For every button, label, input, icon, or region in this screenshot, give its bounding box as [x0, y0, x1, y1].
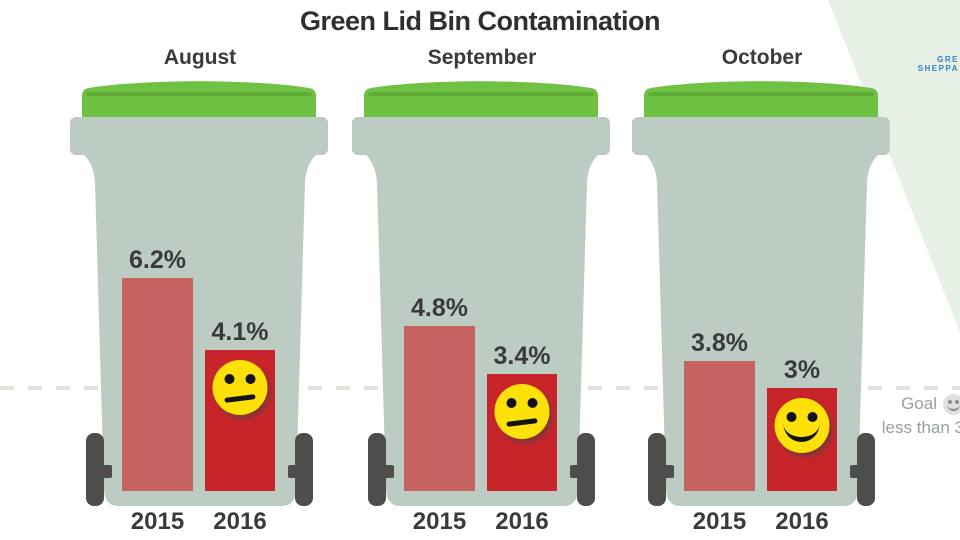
bin-wheel-axle-right [850, 465, 860, 478]
bin-wheel-axle-left [384, 465, 394, 478]
face-eye-icon [506, 398, 517, 408]
bar-value-label: 6.2% [129, 246, 186, 274]
face-mouth-icon [506, 418, 538, 427]
bin-illustration [632, 81, 890, 506]
year-label-2015: 2015 [692, 508, 747, 535]
bar-2016: 3.4% [487, 342, 557, 491]
bin-lid [644, 81, 878, 118]
bin-lid [364, 81, 598, 118]
bin-lid-groove [86, 92, 312, 96]
bar-2015: 4.8% [404, 294, 475, 491]
bin-body [638, 148, 886, 506]
bar-2015: 3.8% [684, 329, 755, 491]
page-title: Green Lid Bin Contamination [299, 6, 661, 36]
face-eye-icon [527, 398, 538, 408]
face-icon [774, 398, 830, 453]
goal-subtext: less than 3 [881, 418, 960, 437]
bar-value-label: 3.8% [691, 329, 748, 357]
bin-illustration [70, 81, 328, 506]
goal-label: Goal [901, 394, 937, 413]
bar-2016: 4.1% [205, 318, 275, 491]
bar-2015: 6.2% [122, 246, 193, 491]
bin-lid-groove [368, 92, 594, 96]
year-label-2015: 2015 [130, 508, 185, 535]
logo-line1: Gre [937, 55, 959, 64]
year-label-2015: 2015 [412, 508, 467, 535]
bar-value-label: 4.1% [211, 318, 269, 346]
bin-body [76, 148, 324, 506]
smiley-mouth-icon [947, 402, 960, 411]
bin-rim [70, 117, 328, 155]
bar-value-label: 3% [783, 356, 821, 384]
year-label-2016: 2016 [775, 508, 829, 535]
bin-wheel-left-icon [368, 433, 386, 506]
bin-body [358, 148, 606, 506]
year-label-2016: 2016 [213, 508, 267, 535]
bin-wheel-left-icon [86, 433, 104, 506]
face-mouth-icon [783, 420, 820, 442]
bin-rim [352, 117, 610, 155]
bin-wheel-right-icon [857, 433, 875, 506]
face-eye-icon [224, 374, 235, 384]
bin-group-october: October 3.8% 3% 2015 2016 [624, 44, 900, 540]
bin-wheel-right-icon [295, 433, 313, 506]
face-icon [494, 384, 550, 439]
face-eye-icon [807, 412, 818, 422]
face-mouth-icon [224, 394, 256, 403]
goal-note: Goal less than 3 [882, 392, 960, 440]
year-label-2016: 2016 [495, 508, 549, 535]
bin-illustration [352, 81, 610, 506]
bin-group-september: September 4.8% 3.4% 2015 2016 [344, 44, 620, 540]
bin-lid [82, 81, 316, 118]
bin-rim [632, 117, 890, 155]
bin-wheel-right-icon [577, 433, 595, 506]
month-label: October [721, 46, 803, 69]
bin-group-august: August 6.2% 4.1% 2015 2016 [62, 44, 338, 540]
bin-wheel-left-icon [648, 433, 666, 506]
bin-wheel-axle-right [288, 465, 298, 478]
bar-value-label: 3.4% [493, 342, 551, 370]
bin-lid-groove [648, 92, 874, 96]
bar-2016: 3% [767, 356, 837, 491]
bin-wheel-axle-right [570, 465, 580, 478]
face-icon [212, 360, 268, 415]
bin-wheel-axle-left [102, 465, 112, 478]
bar-value-label: 4.8% [411, 294, 468, 322]
face-eye-icon [245, 374, 256, 384]
face-eye-icon [786, 412, 797, 422]
logo-text: Gre Sheppa [918, 55, 959, 73]
goal-smiley-icon [943, 393, 960, 415]
logo-line2: Sheppa [917, 64, 959, 73]
month-label: August [163, 46, 237, 69]
bin-wheel-axle-left [664, 465, 674, 478]
month-label: September [427, 46, 537, 69]
